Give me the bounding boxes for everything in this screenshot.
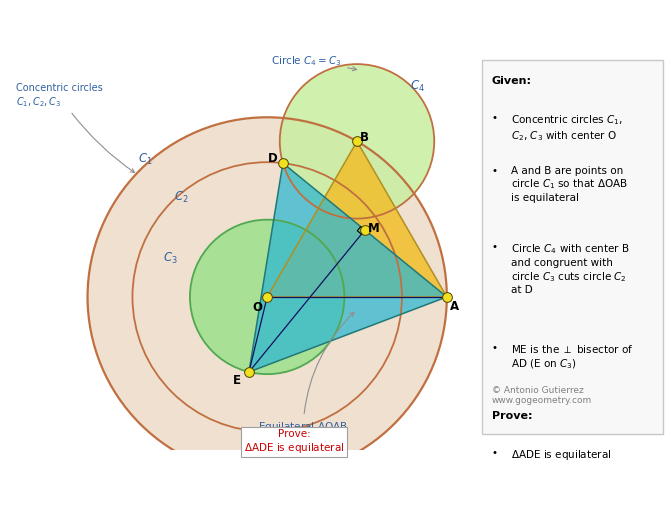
Text: Prove:: Prove: [491, 410, 532, 420]
Text: Circle $C_4$ with center B
and congruent with
circle $C_3$ cuts circle $C_2$
at : Circle $C_4$ with center B and congruent… [511, 242, 630, 294]
Circle shape [190, 220, 345, 374]
Text: •: • [491, 165, 497, 175]
Text: •: • [491, 242, 497, 252]
Text: M: M [368, 221, 380, 234]
Text: © Antonio Gutierrez
www.gogeometry.com: © Antonio Gutierrez www.gogeometry.com [491, 385, 592, 405]
Text: Concentric circles
$C_1, C_2, C_3$: Concentric circles $C_1, C_2, C_3$ [15, 83, 134, 173]
Circle shape [87, 118, 447, 477]
FancyBboxPatch shape [482, 61, 663, 434]
Text: E: E [233, 373, 241, 386]
Text: $C_4$: $C_4$ [409, 79, 425, 94]
Text: Concentric circles $C_1$,
$C_2$, $C_3$ with center O: Concentric circles $C_1$, $C_2$, $C_3$ w… [511, 113, 624, 142]
Text: •: • [491, 343, 497, 352]
Text: Prove:
$\Delta$ADE is equilateral: Prove: $\Delta$ADE is equilateral [244, 428, 344, 454]
Text: B: B [360, 131, 369, 144]
Circle shape [132, 163, 402, 432]
Text: ME is the $\perp$ bisector of
AD (E on $C_3$): ME is the $\perp$ bisector of AD (E on $… [511, 343, 634, 370]
Text: Given:: Given: [491, 76, 532, 85]
Text: •: • [491, 113, 497, 123]
Polygon shape [267, 142, 447, 297]
Circle shape [280, 65, 434, 219]
Text: $C_2$: $C_2$ [174, 189, 188, 205]
Text: Circle $C_4 = C_3$: Circle $C_4 = C_3$ [271, 54, 357, 72]
Polygon shape [249, 164, 447, 372]
Text: D: D [268, 152, 278, 165]
Text: $C_3$: $C_3$ [163, 250, 177, 266]
Text: $C_1$: $C_1$ [138, 152, 153, 167]
Text: A: A [450, 300, 460, 313]
Text: O: O [252, 300, 262, 314]
Text: Equilateral $\Delta$OAB: Equilateral $\Delta$OAB [258, 313, 354, 433]
Text: •: • [491, 447, 497, 458]
Text: $\Delta$ADE is equilateral: $\Delta$ADE is equilateral [511, 447, 612, 462]
Text: A and B are points on
circle $C_1$ so that $\Delta$OAB
is equilateral: A and B are points on circle $C_1$ so th… [511, 165, 628, 203]
